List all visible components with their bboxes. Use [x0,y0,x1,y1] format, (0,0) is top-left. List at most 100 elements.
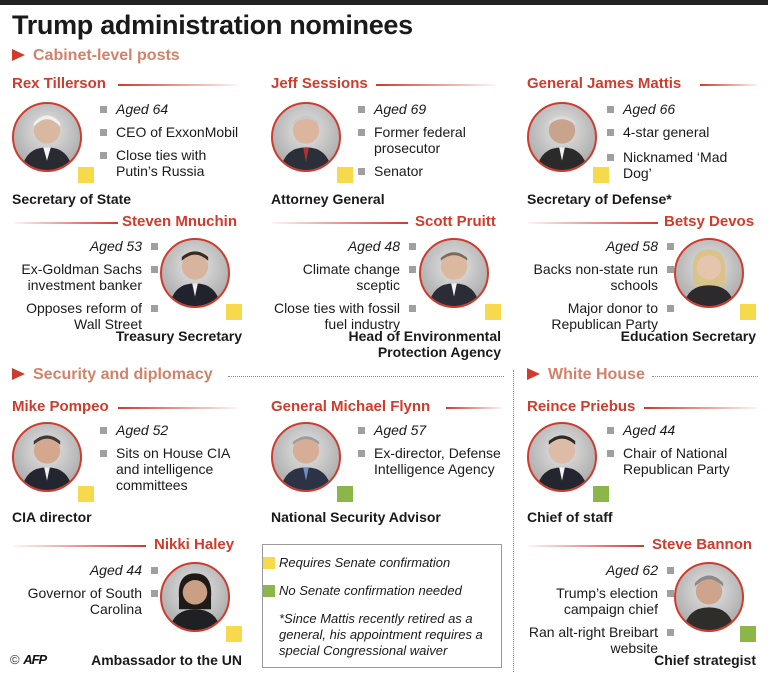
fact-age: Aged 44 [8,562,158,578]
legend-label: Requires Senate confirmation [279,555,451,570]
portrait-priebus [527,422,597,492]
fact: Close ties with fossil fuel industry [258,300,416,332]
fact: Governor of South Carolina [8,585,158,617]
facts-priebus: Aged 44 Chair of National Republican Par… [607,422,757,484]
name-rule [14,545,146,547]
fact: Senator [358,163,508,179]
nominee-name-tillerson: Rex Tillerson [12,75,106,92]
facts-tillerson: Aged 64 CEO of ExxonMobil Close ties wit… [100,101,250,186]
nominee-name-pompeo: Mike Pompeo [12,398,109,415]
portrait-mattis [527,102,597,172]
nominee-name-priebus: Reince Priebus [527,398,636,415]
nominee-name-devos: Betsy Devos [664,213,755,230]
section-arrow-icon [12,368,25,380]
fact-age: Aged 64 [100,101,250,117]
fact-age: Aged 44 [607,422,757,438]
afp-logo: AFP [23,652,47,667]
nominee-name-mnuchin: Steven Mnuchin [122,213,238,230]
section-security-diplomacy: Security and diplomacy [12,366,213,384]
fact: Chair of National Republican Party [607,445,757,477]
fact: Ran alt-right Breibart website [516,624,674,656]
status-requires-confirmation-sessions [337,167,353,183]
section-label: Cabinet-level posts [33,47,180,64]
role-sessions: Attorney General [271,191,385,207]
name-rule [118,84,238,86]
fact: Close ties with Putin’s Russia [100,147,250,179]
portrait-sessions [271,102,341,172]
status-no-confirmation-bannon [740,626,756,642]
role-mnuchin: Treasury Secretary [115,328,242,344]
fact: CEO of ExxonMobil [100,124,250,140]
nominee-name-flynn: General Michael Flynn [271,398,431,415]
fact: Ex-Goldman Sachs investment banker [8,261,158,293]
facts-haley: Aged 44 Governor of South Carolina [8,562,158,624]
fact: Sits on House CIA and intelligence commi… [100,445,250,493]
role-priebus: Chief of staff [527,509,613,525]
fact: Former federal prosecutor [358,124,508,156]
role-pruitt: Head of Environmental Protection Agency [348,328,501,360]
facts-devos: Aged 58 Backs non-state run schools Majo… [512,238,674,339]
facts-pruitt: Aged 48 Climate change sceptic Close tie… [258,238,416,339]
facts-sessions: Aged 69 Former federal prosecutor Senato… [358,101,508,186]
section-label: White House [548,366,645,383]
portrait-pruitt [419,238,489,308]
status-requires-confirmation-devos [740,304,756,320]
fact: 4-star general [607,124,757,140]
role-devos: Education Secretary [620,328,756,344]
fact: Climate change sceptic [258,261,416,293]
status-requires-confirmation-pruitt [485,304,501,320]
fact-age: Aged 53 [8,238,158,254]
status-requires-confirmation-tillerson [78,167,94,183]
name-rule [528,222,658,224]
status-requires-confirmation-mnuchin [226,304,242,320]
portrait-haley [160,562,230,632]
section-arrow-icon [527,368,540,380]
fact-age: Aged 57 [358,422,508,438]
afp-credit: © AFP [10,652,47,667]
fact: Trump’s election campaign chief [516,585,674,617]
role-mattis: Secretary of Defense* [527,191,672,207]
portrait-tillerson [12,102,82,172]
facts-mnuchin: Aged 53 Ex-Goldman Sachs investment bank… [8,238,158,339]
fact-age: Aged 52 [100,422,250,438]
name-rule [644,407,758,409]
facts-mattis: Aged 66 4-star general Nicknamed ‘Mad Do… [607,101,757,188]
nominee-name-pruitt: Scott Pruitt [415,213,496,230]
portrait-flynn [271,422,341,492]
name-rule [272,222,408,224]
section-divider [228,376,504,377]
fact-age: Aged 58 [512,238,674,254]
role-haley: Ambassador to the UN [91,652,242,668]
top-bar [0,0,768,5]
legend-footnote: *Since Mattis recently retired as a gene… [279,611,483,658]
fact: Backs non-state run schools [512,261,674,293]
role-pompeo: CIA director [12,509,92,525]
portrait-devos [674,238,744,308]
section-white-house: White House [527,366,645,384]
name-rule [118,407,238,409]
status-requires-confirmation-pompeo [78,486,94,502]
nominee-name-haley: Nikki Haley [154,536,235,553]
name-rule [446,407,502,409]
fact-age: Aged 69 [358,101,508,117]
legend-swatch-green [263,585,275,597]
role-flynn: National Security Advisor [271,509,441,525]
legend-swatch-yellow [263,557,275,569]
role-bannon: Chief strategist [654,652,756,668]
facts-flynn: Aged 57 Ex-director, Defense Intelligenc… [358,422,508,484]
fact-age: Aged 66 [607,101,757,117]
section-arrow-icon [12,49,25,61]
status-no-confirmation-flynn [337,486,353,502]
status-requires-confirmation-haley [226,626,242,642]
section-cabinet-posts: Cabinet-level posts [12,47,180,65]
nominee-name-mattis: General James Mattis [527,75,682,92]
portrait-bannon [674,562,744,632]
section-divider [652,376,758,377]
legend-box: Requires Senate confirmation No Senate c… [262,544,502,668]
nominee-name-bannon: Steve Bannon [652,536,753,553]
copyright-mark: © [10,652,20,667]
status-requires-confirmation-mattis [593,167,609,183]
nominee-name-sessions: Jeff Sessions [271,75,368,92]
name-rule [376,84,496,86]
section-label: Security and diplomacy [33,366,213,383]
